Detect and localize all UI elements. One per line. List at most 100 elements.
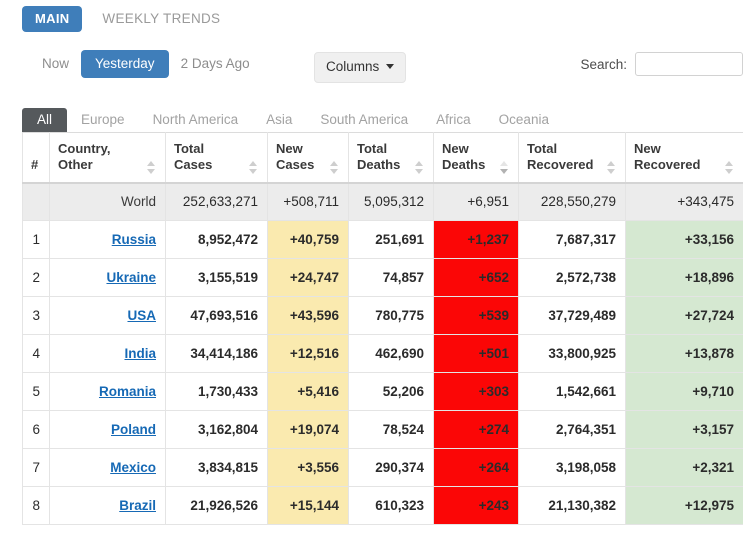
cell-new-deaths: +264	[433, 448, 519, 487]
region-tab-oceania[interactable]: Oceania	[498, 111, 549, 127]
cell-new-recovered: +18,896	[625, 258, 743, 297]
country-link[interactable]: Romania	[98, 384, 156, 399]
cell-total-deaths: 251,691	[348, 220, 434, 259]
country-link[interactable]: Mexico	[110, 460, 156, 475]
cell-new-recovered: +33,156	[625, 220, 743, 259]
table-row[interactable]: 7 Mexico 3,834,815 +3,556 290,374 +264 3,198,0…	[22, 448, 743, 487]
column-header-total-recovered[interactable]: Total Recovered	[518, 132, 626, 184]
region-tab-africa[interactable]: Africa	[436, 111, 471, 127]
sort-icon-new-deaths[interactable]	[500, 160, 510, 174]
cell-rank: 7	[22, 448, 50, 487]
cell-rank: 4	[22, 334, 50, 373]
cell-new-cases: +19,074	[267, 410, 349, 449]
cell-new-recovered: +9,710	[625, 372, 743, 411]
region-tab-all[interactable]: All	[22, 107, 68, 132]
cell-total-deaths: 5,095,312	[348, 182, 434, 221]
cell-total-recovered: 33,800,925	[518, 334, 626, 373]
cell-rank: 2	[22, 258, 50, 297]
cell-rank: 5	[22, 372, 50, 411]
cell-country: Poland	[49, 410, 166, 449]
cell-total-cases: 252,633,271	[165, 182, 268, 221]
region-tab-europe[interactable]: Europe	[81, 111, 125, 127]
table-row[interactable]: 6 Poland 3,162,804 +19,074 78,524 +274 2,764,3…	[22, 410, 743, 449]
column-header-new-cases[interactable]: New Cases	[267, 132, 349, 184]
cell-total-recovered: 37,729,489	[518, 296, 626, 335]
columns-label: Columns	[326, 59, 380, 74]
day-button-2-days-ago[interactable]: 2 Days Ago	[180, 56, 250, 71]
cell-new-deaths: +243	[433, 486, 519, 525]
column-header-new-recovered[interactable]: New Recovered	[625, 132, 743, 184]
tab-weekly-trends[interactable]: WEEKLY TRENDS	[102, 11, 221, 27]
cell-total-recovered: 1,542,661	[518, 372, 626, 411]
columns-dropdown-button[interactable]: Columns	[314, 52, 407, 83]
country-link[interactable]: Ukraine	[106, 270, 156, 285]
table-row[interactable]: 5 Romania 1,730,433 +5,416 52,206 +303 1,542,6…	[22, 372, 743, 411]
cell-new-deaths: +652	[433, 258, 519, 297]
country-link[interactable]: Poland	[110, 422, 156, 437]
cell-new-cases: +5,416	[267, 372, 349, 411]
cell-new-deaths: +501	[433, 334, 519, 373]
country-link[interactable]: USA	[127, 308, 156, 323]
tab-main[interactable]: MAIN	[22, 6, 83, 32]
cell-country: Romania	[49, 372, 166, 411]
sort-icon-total-recovered[interactable]	[607, 160, 617, 174]
cell-total-recovered: 21,130,382	[518, 486, 626, 525]
region-tab-north-america[interactable]: North America	[152, 111, 239, 127]
cell-total-deaths: 78,524	[348, 410, 434, 449]
main-navigation-tabs: MAIN WEEKLY TRENDS	[0, 0, 743, 38]
country-link[interactable]: India	[124, 346, 156, 361]
table-row[interactable]: 2 Ukraine 3,155,519 +24,747 74,857 +652 2,572,…	[22, 258, 743, 297]
cell-new-deaths: +303	[433, 372, 519, 411]
cell-total-cases: 1,730,433	[165, 372, 268, 411]
covid-statistics-table: # Country, Other Total	[22, 132, 743, 525]
cell-new-recovered: +3,157	[625, 410, 743, 449]
cell-country: Mexico	[49, 448, 166, 487]
table-header-row: # Country, Other Total	[22, 132, 743, 184]
cell-rank: 1	[22, 220, 50, 259]
sort-icon-new-cases[interactable]	[330, 160, 340, 174]
region-filter-tabs: All Europe North America Asia South Amer…	[0, 101, 743, 132]
table-row[interactable]: 8 Brazil 21,926,526 +15,144 610,323 +243 21,13…	[22, 486, 743, 525]
country-link[interactable]: Russia	[111, 232, 156, 247]
table-row[interactable]: 4 India 34,414,186 +12,516 462,690 +501 33,800…	[22, 334, 743, 373]
country-link[interactable]: Brazil	[119, 498, 156, 513]
table-row[interactable]: 1 Russia 8,952,472 +40,759 251,691 +1,237 7,68…	[22, 220, 743, 259]
column-header-total-cases[interactable]: Total Cases	[165, 132, 268, 184]
column-header-rank[interactable]: #	[22, 132, 50, 184]
day-button-now[interactable]: Now	[42, 56, 70, 71]
cell-total-deaths: 52,206	[348, 372, 434, 411]
cell-total-cases: 3,162,804	[165, 410, 268, 449]
table-header: # Country, Other Total	[22, 132, 743, 184]
table-row[interactable]: 3 USA 47,693,516 +43,596 780,775 +539 37,729,4…	[22, 296, 743, 335]
cell-total-deaths: 462,690	[348, 334, 434, 373]
cell-total-recovered: 228,550,279	[518, 182, 626, 221]
cell-new-recovered: +27,724	[625, 296, 743, 335]
cell-country: Russia	[49, 220, 166, 259]
search-area: Search:	[580, 52, 743, 76]
column-header-total-deaths[interactable]: Total Deaths	[348, 132, 434, 184]
search-input[interactable]	[635, 52, 743, 76]
sort-icon-total-cases[interactable]	[249, 160, 259, 174]
cell-new-deaths: +1,237	[433, 220, 519, 259]
table-row-world[interactable]: World 252,633,271 +508,711 5,095,312 +6,…	[22, 182, 743, 221]
sort-icon-new-recovered[interactable]	[725, 160, 735, 174]
sort-icon-country[interactable]	[147, 160, 157, 174]
cell-total-deaths: 290,374	[348, 448, 434, 487]
cell-total-cases: 47,693,516	[165, 296, 268, 335]
sort-icon-total-deaths[interactable]	[415, 160, 425, 174]
cell-new-cases: +15,144	[267, 486, 349, 525]
cell-rank: 3	[22, 296, 50, 335]
region-tab-south-america[interactable]: South America	[320, 111, 409, 127]
cell-new-recovered: +343,475	[625, 182, 743, 221]
cell-new-cases: +12,516	[267, 334, 349, 373]
cell-total-deaths: 610,323	[348, 486, 434, 525]
cell-rank	[22, 182, 50, 221]
column-header-country[interactable]: Country, Other	[49, 132, 166, 184]
day-button-yesterday[interactable]: Yesterday	[81, 50, 169, 78]
cell-country: Ukraine	[49, 258, 166, 297]
region-tab-asia[interactable]: Asia	[266, 111, 293, 127]
column-header-new-deaths[interactable]: New Deaths	[433, 132, 519, 184]
cell-country: Brazil	[49, 486, 166, 525]
cell-new-cases: +40,759	[267, 220, 349, 259]
